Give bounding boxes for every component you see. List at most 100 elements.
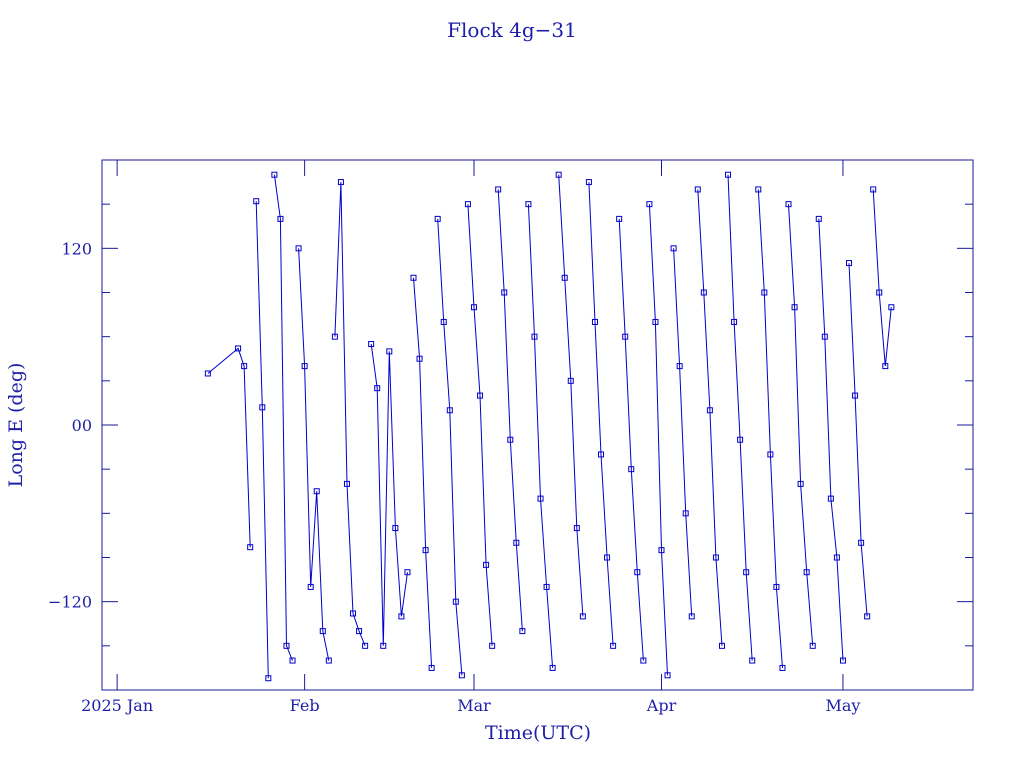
data-point (610, 642, 617, 649)
data-point (386, 348, 393, 355)
data-point (313, 488, 320, 495)
data-point (434, 215, 441, 222)
data-point (507, 436, 514, 443)
data-point (525, 201, 532, 208)
data-point (839, 657, 846, 664)
data-point (464, 201, 471, 208)
x-axis-label: Time(UTC) (485, 722, 591, 744)
data-point (513, 539, 520, 546)
data-point (235, 345, 242, 352)
data-point (356, 628, 363, 635)
data-point (779, 664, 786, 671)
data-point (682, 510, 689, 517)
data-point (331, 333, 338, 340)
data-point (712, 554, 719, 561)
data-point (452, 598, 459, 605)
data-point (410, 274, 417, 281)
data-point (688, 613, 695, 620)
data-point (204, 370, 211, 377)
data-point (289, 657, 296, 664)
data-point (761, 289, 768, 296)
data-point (646, 201, 653, 208)
data-point (567, 377, 574, 384)
data-point (585, 179, 592, 186)
data-point (888, 304, 895, 311)
data-point (380, 642, 387, 649)
data-point (664, 672, 671, 679)
data-point (743, 569, 750, 576)
data-point (598, 451, 605, 458)
data-point (307, 583, 314, 590)
data-point (579, 613, 586, 620)
data-point (241, 363, 248, 370)
data-point (864, 613, 871, 620)
data-point (537, 495, 544, 502)
data-point (428, 664, 435, 671)
data-point (495, 186, 502, 193)
data-point (350, 610, 357, 617)
data-point (422, 547, 429, 554)
data-point (362, 642, 369, 649)
data-point (785, 201, 792, 208)
data-point (846, 260, 853, 267)
data-point (876, 289, 883, 296)
y-tick-label: 00 (72, 416, 92, 435)
x-tick-label: 2025 Jan (81, 696, 153, 715)
y-axis-label: Long E (deg) (5, 363, 27, 488)
data-point (827, 495, 834, 502)
data-point (440, 318, 447, 325)
data-point (489, 642, 496, 649)
data-point (725, 171, 732, 178)
data-point (325, 657, 332, 664)
data-point (858, 539, 865, 546)
data-point (809, 642, 816, 649)
data-point (573, 525, 580, 532)
y-tick-label: −120 (48, 593, 92, 612)
data-point (737, 436, 744, 443)
data-point (392, 525, 399, 532)
data-point (416, 355, 423, 362)
data-point (676, 363, 683, 370)
data-point (483, 561, 490, 568)
data-point (477, 392, 484, 399)
data-point (501, 289, 508, 296)
data-point (531, 333, 538, 340)
x-tick-label: Apr (646, 696, 677, 715)
data-point (295, 245, 302, 252)
data-point (301, 363, 308, 370)
data-point (852, 392, 859, 399)
data-point (319, 628, 326, 635)
data-point (700, 289, 707, 296)
data-point (458, 672, 465, 679)
x-tick-label: Feb (290, 696, 320, 715)
data-point (791, 304, 798, 311)
data-point (833, 554, 840, 561)
data-point (555, 171, 562, 178)
data-point (870, 186, 877, 193)
data-point (591, 318, 598, 325)
data-point (253, 198, 260, 205)
data-point (561, 274, 568, 281)
data-point (658, 547, 665, 554)
data-point (247, 544, 254, 551)
data-point (543, 583, 550, 590)
data-point (882, 363, 889, 370)
data-point (283, 642, 290, 649)
data-point (616, 215, 623, 222)
x-tick-label: May (825, 696, 860, 715)
data-point (797, 480, 804, 487)
chart-title: Flock 4g−31 (447, 18, 577, 42)
data-point (755, 186, 762, 193)
data-point (337, 179, 344, 186)
data-point (767, 451, 774, 458)
data-point (821, 333, 828, 340)
data-point (706, 407, 713, 414)
y-tick-label: 120 (61, 239, 92, 258)
data-point (694, 186, 701, 193)
data-point (470, 304, 477, 311)
data-point (773, 583, 780, 590)
data-point (749, 657, 756, 664)
data-point (652, 318, 659, 325)
data-point (343, 480, 350, 487)
